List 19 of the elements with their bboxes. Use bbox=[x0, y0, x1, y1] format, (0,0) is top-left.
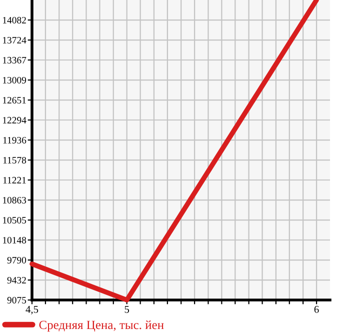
y-tick-label: 13724 bbox=[2, 36, 26, 44]
y-tick-label: 12294 bbox=[2, 116, 26, 124]
y-tick-label: 9432 bbox=[7, 276, 26, 284]
y-tick-label: 10148 bbox=[2, 236, 26, 244]
y-tick-label: 9075 bbox=[7, 296, 26, 304]
y-tick-label: 12651 bbox=[2, 96, 26, 104]
y-tick-label: 11578 bbox=[3, 156, 26, 164]
x-tick-label: 4,5 bbox=[26, 306, 38, 314]
y-tick-label: 10505 bbox=[2, 216, 26, 224]
y-tick-label: 10863 bbox=[2, 196, 26, 204]
x-tick-label: 6 bbox=[314, 306, 319, 313]
x-tick-label: 5 bbox=[124, 306, 130, 313]
y-tick-label: 13009 bbox=[2, 76, 26, 84]
y-tick-label: 9790 bbox=[7, 256, 26, 264]
y-tick-label: 11936 bbox=[3, 136, 26, 144]
legend-label: Средняя Цена, тыс. йен bbox=[39, 320, 164, 332]
y-tick-label: 11221 bbox=[3, 176, 26, 184]
y-tick-label: 14082 bbox=[2, 16, 26, 24]
y-tick-label: 13367 bbox=[2, 56, 26, 64]
